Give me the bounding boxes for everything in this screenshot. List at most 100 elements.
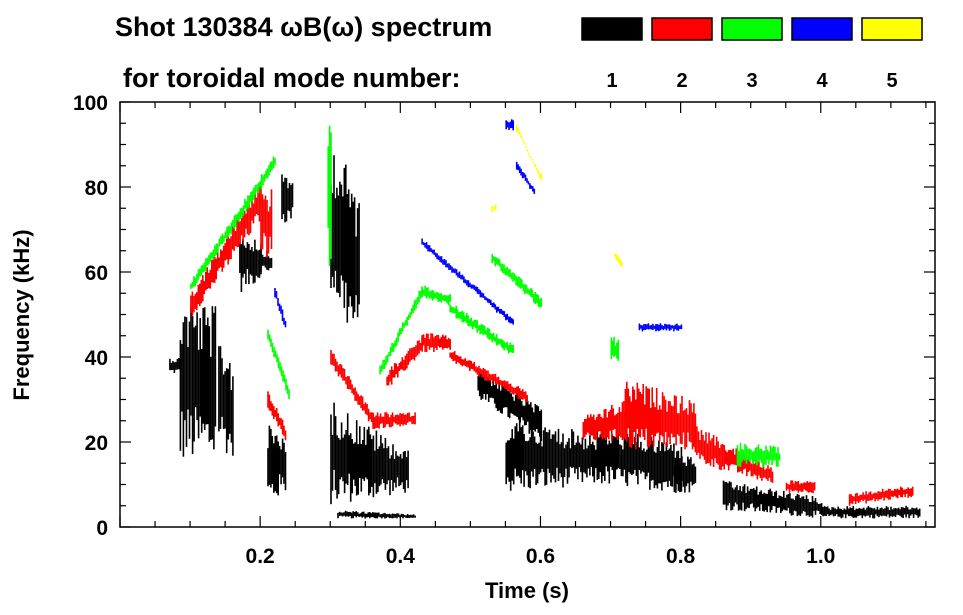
spectral-mark xyxy=(458,271,461,279)
spectral-mark xyxy=(498,339,501,344)
spectral-mark xyxy=(190,307,192,416)
spectral-mark xyxy=(205,258,207,271)
spectral-mark xyxy=(229,363,231,434)
spectral-mark xyxy=(388,513,391,519)
spectral-mark xyxy=(544,427,546,486)
spectral-mark xyxy=(667,401,670,438)
spectral-mark xyxy=(565,444,567,469)
spectral-mark xyxy=(511,386,513,395)
spectral-mark xyxy=(278,417,281,425)
spectral-mark xyxy=(470,317,472,327)
spectral-mark xyxy=(267,256,270,271)
spectral-mark xyxy=(196,312,198,421)
spectral-mark xyxy=(244,199,246,209)
spectral-mark xyxy=(520,400,523,418)
spectral-mark xyxy=(750,449,752,460)
spectral-mark xyxy=(884,490,887,498)
spectral-mark xyxy=(382,359,384,370)
spectral-mark xyxy=(496,377,498,384)
spectral-mark xyxy=(277,441,279,496)
spectral-mark xyxy=(393,459,396,483)
spectral-mark xyxy=(909,509,912,516)
spectral-mark xyxy=(531,407,534,432)
spectral-mark xyxy=(199,268,201,277)
spectral-mark xyxy=(847,508,850,517)
spectral-mark xyxy=(605,409,607,441)
spectral-mark xyxy=(487,377,490,402)
spectral-mark xyxy=(272,156,275,168)
spectral-mark xyxy=(745,445,748,464)
spectral-mark xyxy=(756,446,758,466)
spectral-mark xyxy=(811,496,814,518)
spectral-mark xyxy=(252,251,255,284)
spectral-mark xyxy=(584,418,586,438)
spectral-mark xyxy=(525,285,528,294)
spectral-mark xyxy=(792,498,794,515)
spectral-mark xyxy=(767,489,770,507)
spectral-mark xyxy=(637,433,639,485)
spectral-mark xyxy=(449,265,452,270)
spectral-mark xyxy=(455,305,457,319)
spectral-mark xyxy=(917,509,919,518)
spectral-mark xyxy=(512,319,514,325)
spectral-mark xyxy=(616,431,618,470)
spectral-mark xyxy=(512,272,514,282)
spectral-mark xyxy=(341,512,344,517)
spectral-mark xyxy=(594,419,597,441)
spectral-mark xyxy=(434,336,437,348)
spectral-mark xyxy=(396,455,399,478)
spectral-mark xyxy=(877,491,879,501)
spectral-mark xyxy=(751,451,754,465)
spectral-mark xyxy=(705,432,707,464)
spectral-mark xyxy=(788,484,791,493)
spectral-mark xyxy=(245,247,247,284)
spectral-mark xyxy=(621,402,624,440)
spectral-mark xyxy=(799,497,802,516)
spectral-mark xyxy=(521,425,524,471)
spectral-mark xyxy=(538,172,541,178)
spectral-mark xyxy=(510,344,513,353)
spectral-mark xyxy=(521,389,524,400)
spectral-mark xyxy=(428,245,431,252)
spectral-mark xyxy=(496,388,499,412)
spectral-mark xyxy=(758,491,761,511)
spectral-mark xyxy=(494,304,497,310)
spectral-mark xyxy=(650,324,653,330)
y-tick-label: 100 xyxy=(73,92,108,115)
spectral-mark xyxy=(254,239,256,283)
spectral-mark xyxy=(454,268,456,274)
spectral-mark xyxy=(498,259,501,267)
spectral-mark xyxy=(644,324,647,330)
spectral-mark xyxy=(736,485,738,505)
spectral-mark xyxy=(611,405,613,441)
spectral-mark xyxy=(517,128,520,134)
spectral-mark xyxy=(669,401,671,444)
spectral-mark xyxy=(526,441,528,476)
spectral-mark xyxy=(643,448,645,473)
spectral-mark xyxy=(745,492,747,510)
spectral-mark xyxy=(469,282,471,288)
spectral-mark xyxy=(720,444,722,470)
spectral-mark xyxy=(609,409,612,431)
spectral-mark xyxy=(673,443,675,477)
spectral-mark xyxy=(430,290,432,299)
spectral-mark xyxy=(585,418,588,435)
spectral-mark xyxy=(424,285,426,296)
spectral-mark xyxy=(424,338,426,352)
spectral-mark xyxy=(389,370,391,382)
spectral-mark xyxy=(513,400,515,416)
spectral-mark xyxy=(269,161,272,172)
spectral-mark xyxy=(418,340,420,354)
spectral-mark xyxy=(777,447,779,467)
spectral-mark xyxy=(787,484,789,490)
spectral-mark xyxy=(229,226,231,234)
spectral-mark xyxy=(267,329,269,340)
spectral-mark xyxy=(393,513,395,518)
spectral-mark xyxy=(442,334,444,350)
spectral-mark xyxy=(575,442,578,469)
spectral-mark xyxy=(455,269,458,276)
spectral-mark xyxy=(658,405,661,442)
spectral-mark xyxy=(823,506,826,516)
spectral-mark xyxy=(759,449,761,460)
spectral-mark xyxy=(363,404,365,411)
